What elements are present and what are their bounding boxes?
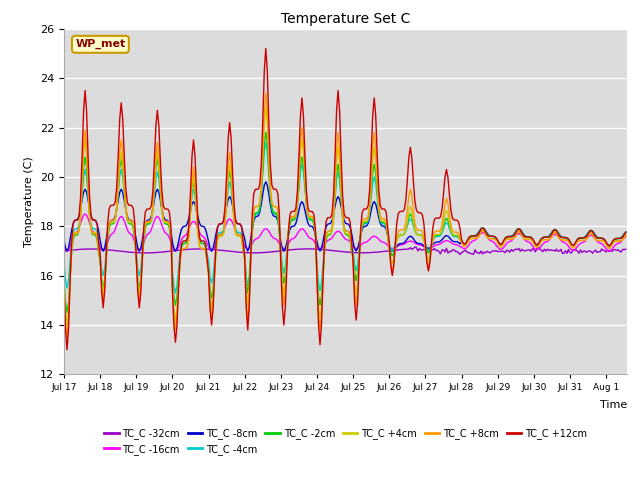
- TC_C -32cm: [60, 248, 68, 254]
- TC_C -16cm: [618, 239, 625, 244]
- TC_C +4cm: [63, 322, 71, 328]
- TC_C -16cm: [60, 243, 68, 249]
- TC_C -16cm: [319, 243, 327, 249]
- TC_C -4cm: [622, 229, 630, 235]
- Line: TC_C -4cm: TC_C -4cm: [64, 143, 626, 293]
- TC_C +4cm: [164, 220, 172, 226]
- TC_C +8cm: [63, 335, 71, 340]
- TC_C -32cm: [180, 247, 188, 252]
- TC_C -4cm: [60, 259, 68, 265]
- TC_C -2cm: [262, 130, 269, 135]
- TC_C -32cm: [170, 248, 178, 253]
- TC_C -32cm: [618, 249, 625, 255]
- TC_C +12cm: [60, 280, 68, 286]
- TC_C -32cm: [411, 244, 419, 250]
- TC_C -32cm: [316, 246, 324, 252]
- TC_C -8cm: [164, 218, 172, 224]
- TC_C +12cm: [622, 229, 630, 235]
- Line: TC_C -8cm: TC_C -8cm: [64, 182, 626, 251]
- TC_C +4cm: [182, 246, 190, 252]
- TC_C -8cm: [182, 223, 190, 229]
- Line: TC_C +12cm: TC_C +12cm: [64, 48, 626, 350]
- TC_C -4cm: [453, 234, 461, 240]
- TC_C -32cm: [622, 246, 630, 252]
- TC_C -32cm: [456, 252, 464, 257]
- TC_C -16cm: [184, 229, 191, 235]
- TC_C +4cm: [60, 275, 68, 280]
- TC_C -4cm: [319, 262, 327, 267]
- TC_C -4cm: [170, 283, 178, 289]
- TC_C -8cm: [453, 239, 461, 245]
- TC_C -4cm: [618, 235, 625, 241]
- TC_C +12cm: [453, 217, 461, 223]
- TC_C -16cm: [63, 248, 71, 254]
- TC_C -2cm: [618, 235, 625, 241]
- Title: Temperature Set C: Temperature Set C: [281, 12, 410, 26]
- TC_C +4cm: [453, 232, 461, 238]
- TC_C -8cm: [262, 179, 269, 185]
- TC_C -16cm: [622, 234, 630, 240]
- TC_C -8cm: [172, 248, 179, 254]
- TC_C +8cm: [164, 218, 172, 224]
- TC_C +8cm: [622, 232, 630, 238]
- TC_C +8cm: [172, 327, 179, 333]
- TC_C +8cm: [618, 238, 625, 244]
- TC_C +8cm: [319, 276, 327, 282]
- TC_C +8cm: [60, 281, 68, 287]
- TC_C -8cm: [63, 248, 71, 254]
- TC_C -8cm: [319, 239, 327, 244]
- TC_C -8cm: [622, 229, 630, 235]
- TC_C -16cm: [166, 235, 173, 241]
- TC_C -2cm: [63, 310, 71, 315]
- TC_C -2cm: [453, 233, 461, 239]
- TC_C +12cm: [618, 235, 625, 241]
- TC_C +8cm: [453, 229, 461, 235]
- TC_C -8cm: [60, 237, 68, 243]
- TC_C +4cm: [172, 317, 179, 323]
- TC_C +12cm: [319, 276, 327, 282]
- TC_C -2cm: [319, 272, 327, 277]
- TC_C -32cm: [163, 249, 170, 254]
- TC_C -4cm: [163, 221, 170, 227]
- Line: TC_C +4cm: TC_C +4cm: [64, 108, 626, 325]
- TC_C -2cm: [172, 302, 179, 308]
- TC_C +12cm: [63, 347, 71, 353]
- TC_C +8cm: [262, 90, 269, 96]
- TC_C -4cm: [172, 290, 179, 296]
- Line: TC_C +8cm: TC_C +8cm: [64, 93, 626, 337]
- TC_C -2cm: [164, 221, 172, 227]
- TC_C -2cm: [182, 240, 190, 246]
- TC_C +4cm: [319, 273, 327, 279]
- TC_C -16cm: [173, 247, 180, 253]
- TC_C +8cm: [182, 246, 190, 252]
- Text: WP_met: WP_met: [76, 39, 125, 49]
- Y-axis label: Temperature (C): Temperature (C): [24, 156, 35, 247]
- TC_C -16cm: [453, 242, 461, 248]
- TC_C -16cm: [81, 211, 89, 217]
- TC_C +12cm: [262, 46, 269, 51]
- TC_C -4cm: [262, 140, 269, 145]
- TC_C -4cm: [182, 238, 190, 244]
- TC_C -2cm: [60, 276, 68, 282]
- TC_C +12cm: [172, 339, 179, 345]
- Text: Time: Time: [600, 400, 627, 410]
- TC_C -32cm: [452, 249, 460, 254]
- TC_C -8cm: [618, 235, 625, 240]
- TC_C +4cm: [618, 238, 625, 244]
- TC_C +12cm: [182, 238, 190, 244]
- Legend: TC_C -32cm, TC_C -16cm, TC_C -8cm, TC_C -4cm, TC_C -2cm, TC_C +4cm, TC_C +8cm, T: TC_C -32cm, TC_C -16cm, TC_C -8cm, TC_C …: [100, 424, 591, 459]
- TC_C +12cm: [164, 206, 172, 212]
- TC_C -2cm: [622, 229, 630, 235]
- Line: TC_C -16cm: TC_C -16cm: [64, 214, 626, 251]
- TC_C +4cm: [622, 232, 630, 238]
- Line: TC_C -32cm: TC_C -32cm: [64, 247, 626, 254]
- Line: TC_C -2cm: TC_C -2cm: [64, 132, 626, 312]
- TC_C +4cm: [262, 105, 269, 111]
